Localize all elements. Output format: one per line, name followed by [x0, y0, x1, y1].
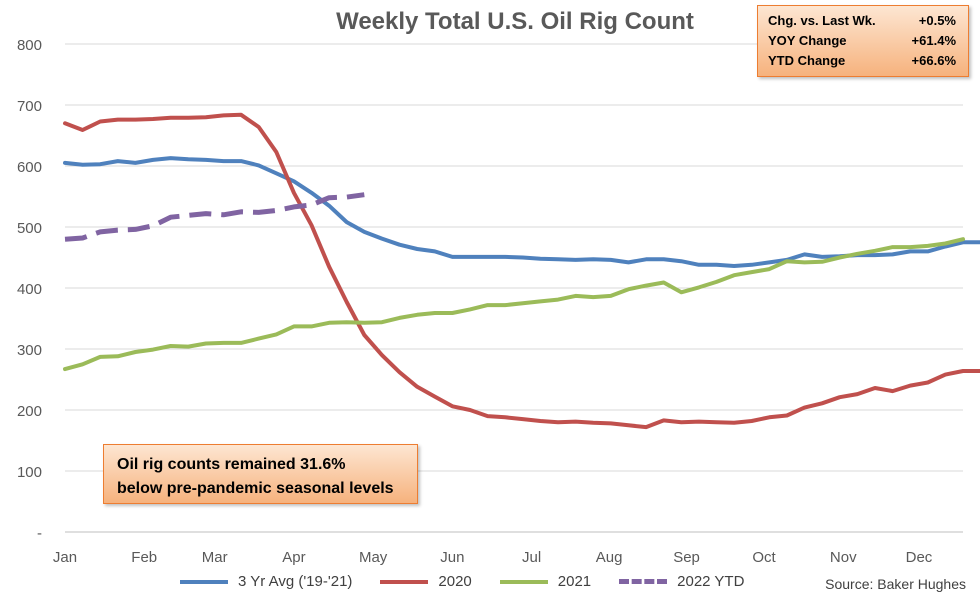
legend: 3 Yr Avg ('19-'21) 2020 2021 2022 YTD	[180, 573, 772, 590]
legend-item-2021: 2021	[499, 573, 592, 590]
stat-label: Chg. vs. Last Wk.	[768, 13, 876, 28]
x-tick-label: Jul	[522, 549, 541, 566]
source-note: Source: Baker Hughes	[825, 576, 966, 592]
x-tick-label: Nov	[830, 549, 857, 566]
x-tick-label: Aug	[596, 549, 623, 566]
y-tick-label: 400	[17, 281, 42, 298]
x-tick-label: Feb	[131, 549, 157, 566]
stat-row-ytd: YTD Change +66.6%	[768, 51, 956, 71]
x-tick-label: May	[359, 549, 388, 566]
stat-value: +0.5%	[918, 13, 956, 28]
stat-value: +61.4%	[911, 33, 956, 48]
legend-label: 3 Yr Avg ('19-'21)	[238, 573, 353, 590]
chart-title: Weekly Total U.S. Oil Rig Count	[336, 8, 694, 35]
legend-item-3yr-avg: 3 Yr Avg ('19-'21)	[180, 573, 352, 590]
x-tick-label: Oct	[752, 549, 776, 566]
legend-label: 2020	[438, 573, 472, 590]
x-tick-label: Jan	[53, 549, 77, 566]
y-tick-label: 200	[17, 403, 42, 420]
x-tick-label: Dec	[906, 549, 933, 566]
series-line-1	[63, 112, 980, 430]
y-tick-label: 100	[17, 464, 42, 481]
stats-box: Chg. vs. Last Wk. +0.5% YOY Change +61.4…	[757, 5, 969, 77]
x-tick-label: Apr	[282, 549, 305, 566]
y-tick-label: 800	[17, 37, 42, 54]
y-tick-label: 700	[17, 98, 42, 115]
legend-swatch	[619, 579, 668, 584]
stat-value: +66.6%	[911, 53, 956, 68]
legend-label: 2021	[557, 573, 592, 590]
stat-label: YOY Change	[768, 33, 847, 48]
series-line-3	[64, 192, 365, 242]
y-tick-label: 600	[17, 159, 42, 176]
annotation-box: Oil rig counts remained 31.6% below pre-…	[103, 444, 418, 504]
y-tick-label: -	[37, 525, 42, 542]
annotation-line-1: Oil rig counts remained 31.6%	[117, 456, 346, 473]
stat-row-weekly: Chg. vs. Last Wk. +0.5%	[768, 11, 956, 31]
axes: - 100 200 300 400 500 600 700 800 Jan Feb Mar Apr May…	[17, 37, 963, 566]
series-line-0	[63, 156, 980, 268]
series-line-2	[63, 237, 965, 372]
x-tick-label: Jun	[440, 549, 464, 566]
x-tick-label: Mar	[202, 549, 228, 566]
y-tick-label: 300	[17, 342, 42, 359]
series-lines	[63, 112, 980, 430]
stat-row-yoy: YOY Change +61.4%	[768, 31, 956, 51]
legend-swatch	[180, 579, 228, 584]
legend-item-2022-ytd: 2022 YTD	[619, 573, 744, 590]
gridlines	[65, 43, 963, 472]
stat-label: YTD Change	[768, 53, 846, 68]
legend-label: 2022 YTD	[677, 573, 745, 590]
x-tick-label: Sep	[673, 549, 700, 566]
annotation-line-2: below pre-pandemic seasonal levels	[117, 480, 394, 497]
legend-item-2020: 2020	[380, 573, 472, 590]
legend-swatch	[499, 579, 548, 584]
y-tick-label: 500	[17, 220, 42, 237]
legend-swatch	[380, 579, 429, 584]
